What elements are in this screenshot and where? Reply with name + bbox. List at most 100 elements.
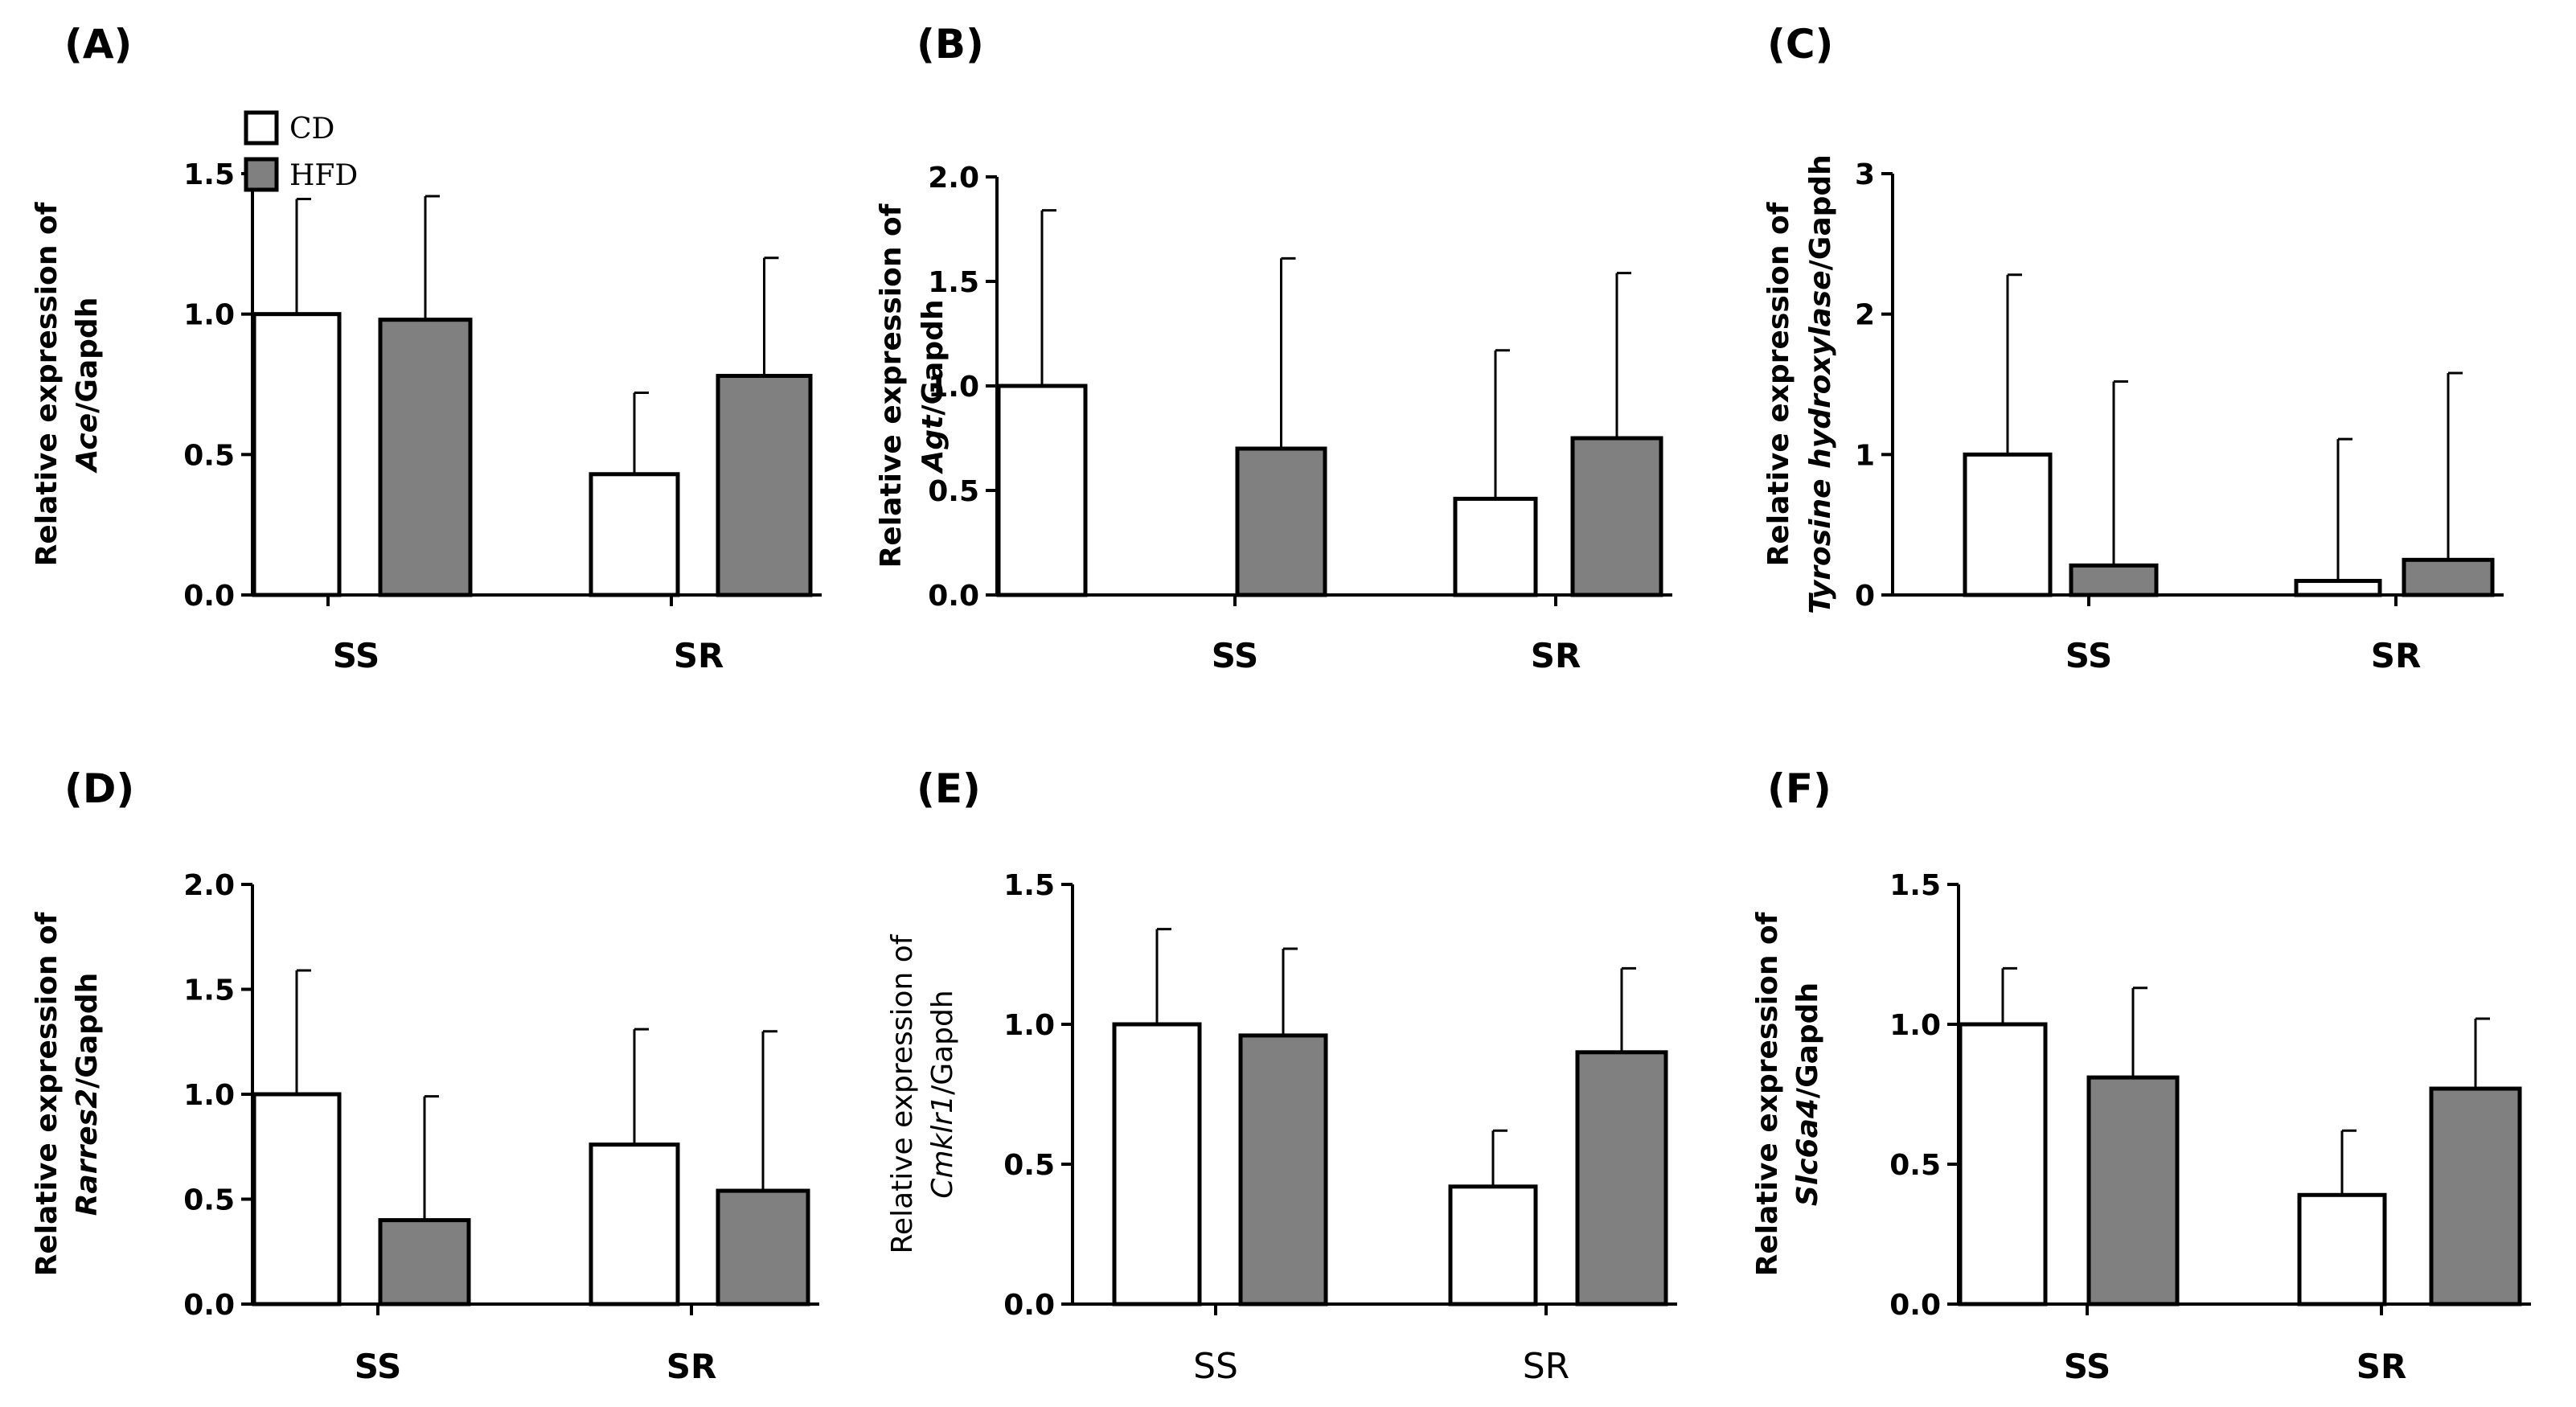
y-axis-gene-label: Rarres2/Gapdh: [71, 973, 104, 1216]
y-tick-label: 0.0: [1003, 1289, 1055, 1322]
x-tick-label: SR: [2371, 636, 2422, 675]
y-tick-label: 1.0: [1889, 1009, 1941, 1042]
x-tick-label: SS: [1212, 636, 1259, 675]
legend-swatch-hfd: [244, 157, 279, 192]
bar-hfd-ss: [1238, 1033, 1328, 1306]
y-tick-label: 0.5: [183, 439, 235, 472]
y-tick-label: 0.0: [183, 1289, 235, 1322]
y-tick-label: 1.0: [183, 299, 235, 332]
bar-cd-ss: [1963, 452, 2053, 597]
y-tick-label: 1: [1855, 439, 1875, 472]
bar-hfd-ss: [2086, 1075, 2180, 1306]
x-tick-label: SS: [2065, 636, 2113, 675]
bar-hfd-sr: [2429, 1086, 2522, 1306]
y-tick-label: 1.0: [1003, 1009, 1055, 1042]
panel-label: (D): [64, 765, 134, 812]
panel-label: (C): [1767, 21, 1833, 68]
gene-suffix: /Gapdh: [71, 297, 104, 413]
y-axis-gene-label: Cmklr1/Gapdh: [926, 990, 959, 1198]
y-axis-gene-label: Tyrosine hydroxylase/Gapdh: [1804, 154, 1837, 614]
panel-label: (A): [64, 21, 132, 68]
y-tick-label: 1.5: [1003, 869, 1055, 902]
bar-cd-ss: [252, 312, 342, 597]
x-tick-label: SR: [674, 636, 724, 675]
gene-suffix: /Gapdh: [1804, 154, 1837, 270]
legend-swatch-cd: [244, 110, 279, 146]
bar-cd-sr: [589, 1142, 680, 1306]
gene-suffix: /Gapdh: [71, 973, 104, 1089]
y-axis-label: Relative expression of: [1751, 912, 1784, 1276]
y-tick-label: 0.5: [1889, 1149, 1941, 1182]
y-axis-label: Relative expression of: [31, 912, 64, 1276]
gene-suffix: /Gapdh: [917, 299, 950, 415]
y-axis-gene-label: Ace/Gapdh: [71, 297, 104, 474]
gene-name: Slc6a4: [1791, 1098, 1824, 1206]
y-axis-label: Relative expression of: [31, 202, 64, 566]
bar-cd-sr: [1448, 1184, 1538, 1306]
y-tick-label: 1.5: [928, 266, 979, 299]
y-axis-label: Relative expression of: [875, 203, 908, 568]
bar-cd-ss: [1112, 1022, 1202, 1306]
gene-name: Rarres2: [71, 1089, 104, 1216]
gene-suffix: /Gapdh: [926, 990, 959, 1095]
y-axis-gene-label: Slc6a4/Gapdh: [1791, 982, 1824, 1206]
y-tick-label: 2.0: [183, 869, 235, 902]
chart-panel-a: (A) 0.0 0.5 1.0 1.5 SS SR Relative expression o…: [31, 21, 822, 675]
y-tick-label: 1.0: [183, 1079, 235, 1112]
gene-name: Ace: [71, 413, 104, 474]
x-tick-label: SR: [667, 1347, 717, 1386]
y-tick-label: 2.0: [928, 162, 979, 195]
y-tick-label: 1.5: [1889, 869, 1941, 902]
chart-panel-c: (C) 0 1 2 3 SS SR Relative expression of Tyrosin…: [1762, 21, 2504, 675]
chart-panel-f: (F) 0.0 0.5 1.0 1.5 SS SR Relative expression o…: [1751, 765, 2531, 1386]
chart-panel-b: (B) 0.0 0.5 1.0 1.5 2.0 SS SR Relative expressio…: [875, 21, 1672, 675]
bar-hfd-sr: [716, 1188, 810, 1306]
legend-label-cd: CD: [289, 113, 334, 146]
bar-hfd-ss: [1235, 446, 1327, 597]
bar-hfd-ss: [2069, 563, 2159, 597]
bar-hfd-sr: [1570, 436, 1663, 597]
y-tick-label: 0.5: [928, 475, 979, 508]
y-tick-label: 2: [1855, 299, 1875, 332]
panel-label: (F): [1767, 765, 1832, 812]
bar-cd-sr: [2297, 1192, 2387, 1306]
legend: CD HFD: [244, 110, 358, 192]
y-axis-gene-label: Agt/Gapdh: [917, 299, 950, 474]
y-tick-label: 0.0: [1889, 1289, 1941, 1322]
panel-label: (E): [917, 765, 981, 812]
bar-cd-sr: [1453, 496, 1538, 597]
bar-cd-sr: [2294, 579, 2382, 597]
panel-label: (B): [917, 21, 984, 68]
y-tick-label: 0.5: [1003, 1149, 1055, 1182]
y-tick-label: 1.5: [183, 974, 235, 1007]
x-tick-label: SR: [1531, 636, 1581, 675]
bar-cd-ss: [996, 384, 1088, 597]
bar-hfd-sr: [716, 374, 813, 597]
bar-hfd-ss: [378, 1218, 471, 1306]
bar-cd-ss: [1958, 1022, 2048, 1306]
y-tick-label: 0.0: [183, 580, 235, 613]
bar-cd-ss: [252, 1092, 342, 1306]
chart-panel-e: (E) 0.0 0.5 1.0 1.5 SS SR Relative expression o…: [886, 765, 1677, 1387]
bar-hfd-ss: [378, 318, 473, 597]
y-axis-label: Relative expression of: [1762, 202, 1795, 566]
y-tick-label: 1.0: [928, 371, 979, 404]
legend-label-hfd: HFD: [289, 159, 358, 192]
gene-suffix: /Gapdh: [1791, 982, 1824, 1098]
y-tick-label: 3: [1855, 158, 1875, 191]
gene-name: Cmklr1: [926, 1095, 959, 1199]
y-tick-label: 0.5: [183, 1184, 235, 1217]
x-tick-label: SS: [355, 1347, 402, 1386]
chart-panel-d: (D) 0.0 0.5 1.0 1.5 2.0 SS SR Relative expressio…: [31, 765, 819, 1386]
x-tick-label: SR: [2357, 1347, 2407, 1386]
x-tick-label: SR: [1523, 1346, 1570, 1387]
y-tick-label: 1.5: [183, 158, 235, 191]
bar-hfd-sr: [2402, 557, 2495, 597]
x-tick-label: SS: [333, 636, 380, 675]
x-tick-label: SS: [2064, 1347, 2111, 1386]
gene-name: Agt: [917, 414, 950, 475]
bar-cd-sr: [589, 472, 680, 597]
gene-name: Tyrosine hydroxylase: [1804, 270, 1837, 613]
bar-hfd-sr: [1575, 1050, 1668, 1306]
